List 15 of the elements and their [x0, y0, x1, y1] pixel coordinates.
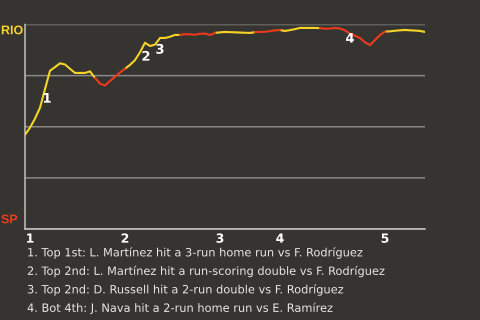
text: 2. Top 2nd: L. Martínez hit a run-scoring double vs F. Rodríguez: [28, 266, 384, 278]
annotation: 2: [142, 50, 150, 61]
x-tick-label: 2: [122, 233, 128, 243]
x-tick-label: 4: [276, 234, 284, 243]
annotation: 1: [44, 93, 51, 103]
x-tick-label: 5: [382, 234, 388, 243]
text: 3. Top 2nd: D. Russell hit a 2-run double vs F. Rodríguez: [28, 284, 344, 296]
annotation: 3: [156, 44, 164, 54]
x-tick-label: 3: [216, 233, 224, 243]
annotation: 4: [346, 33, 354, 43]
text: 1. Top 1st: L. Martínez hit a 3-run home run vs F. Rodríguez: [28, 247, 362, 259]
text: RIO: [2, 26, 23, 34]
text: 4. Bot 4th: J. Nava hit a 2-run home run vs E. Ramírez: [28, 302, 333, 314]
x-tick-label: 1: [27, 234, 34, 243]
text: SP: [1, 214, 18, 224]
